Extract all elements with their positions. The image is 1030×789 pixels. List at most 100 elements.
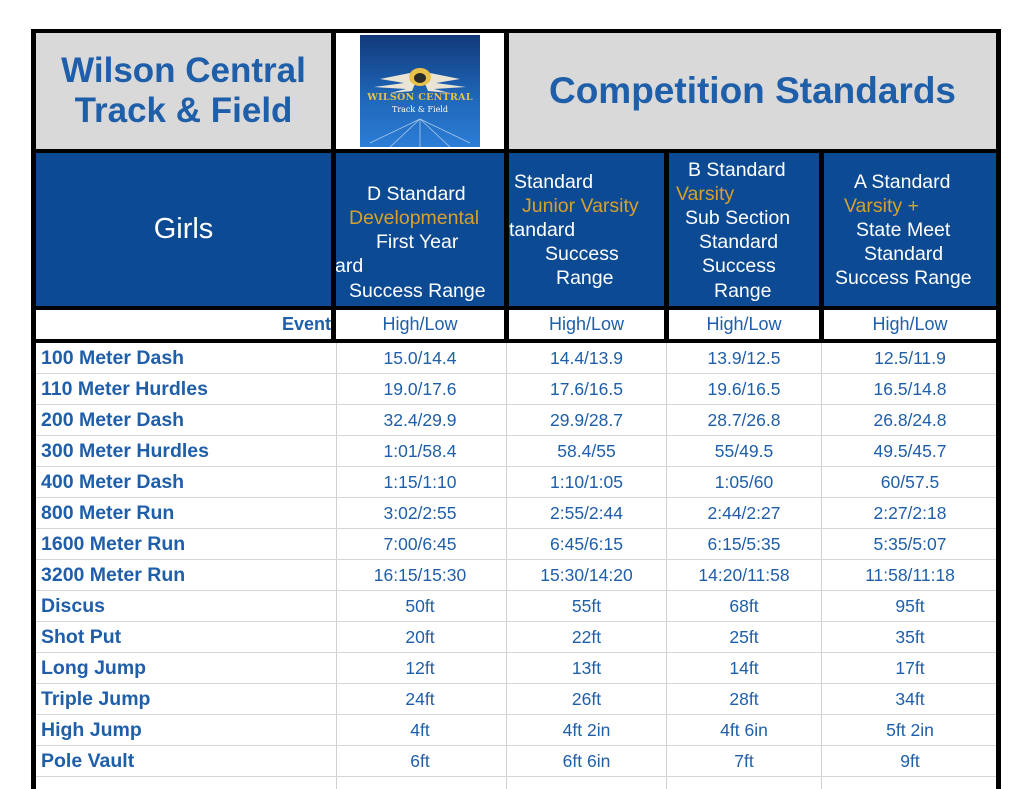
a-header-line: A Standard — [854, 171, 951, 193]
c-header-line: Success — [545, 243, 619, 265]
d-value: 15.0/14.4 — [383, 348, 457, 368]
b-value: 1:05/60 — [714, 472, 774, 492]
school-title-line1: Wilson Central — [61, 51, 306, 90]
range-label: High/Low — [669, 310, 819, 339]
c-value: 2:55/2:44 — [550, 503, 623, 523]
b-value: 13.9/12.5 — [707, 348, 781, 368]
b-value: 25ft — [729, 627, 759, 647]
c-value: 29.9/28.7 — [550, 410, 623, 430]
a-standard-header: A Standard Varsity + State Meet Standard… — [824, 153, 996, 306]
a-value: 60/57.5 — [880, 472, 940, 492]
a-value: 12.5/11.9 — [874, 348, 946, 368]
c-value: 15:30/14:20 — [540, 565, 633, 585]
a-value: 5:35/5:07 — [873, 534, 947, 554]
c-value: 1:10/1:05 — [550, 472, 623, 492]
a-value: 35ft — [895, 627, 925, 647]
d-value: 24ft — [405, 689, 435, 709]
b-value: 19.6/16.5 — [707, 379, 781, 399]
a-value: 5ft 2in — [886, 720, 934, 740]
event-name: Triple Jump — [41, 688, 151, 710]
event-name: 400 Meter Dash — [41, 471, 185, 493]
table-row: High Jump 4ft 4ft 2in 4ft 6in 5ft 2in — [36, 715, 996, 746]
c-value: 4ft 2in — [562, 720, 611, 740]
table-row: 200 Meter Dash 32.4/29.9 29.9/28.7 28.7/… — [36, 405, 996, 436]
event-name: Pole Vault — [41, 750, 135, 772]
event-name: Discus — [41, 595, 105, 617]
logo-cell: WILSON CENTRAL Track & Field — [336, 33, 504, 149]
competition-standards-title: Competition Standards — [509, 33, 996, 149]
b-header-line: Varsity — [676, 183, 735, 205]
event-column-label: Event — [36, 310, 331, 339]
table-row: 100 Meter Dash 15.0/14.4 14.4/13.9 13.9/… — [36, 343, 996, 374]
d-header-line: ard — [336, 255, 364, 277]
b-value: 6:15/5:35 — [707, 534, 781, 554]
b-header-line: Range — [714, 280, 772, 302]
a-value: 95ft — [895, 596, 925, 616]
c-value: 13ft — [571, 658, 602, 678]
a-value: 26.8/24.8 — [873, 410, 947, 430]
b-value: 2:44/2:27 — [707, 503, 781, 523]
table-row: 800 Meter Run 3:02/2:55 2:55/2:44 2:44/2… — [36, 498, 996, 529]
event-name: 800 Meter Run — [41, 502, 175, 524]
a-value: 9ft — [900, 751, 920, 771]
school-title-line2: Track & Field — [74, 91, 293, 130]
event-name: Shot Put — [41, 626, 122, 648]
d-value: 50ft — [405, 596, 435, 616]
a-value: 2:27/2:18 — [873, 503, 947, 523]
table-row: Discus 50ft 55ft 68ft 95ft — [36, 591, 996, 622]
c-value: 14.4/13.9 — [550, 348, 623, 368]
d-value: 16:15/15:30 — [373, 565, 467, 585]
table-row: Shot Put 20ft 22ft 25ft 35ft — [36, 622, 996, 653]
c-header-line: tandard — [509, 219, 576, 241]
a-value: 16.5/14.8 — [873, 379, 947, 399]
b-header-line: Sub Section — [685, 207, 791, 229]
table-row: Long Jump 12ft 13ft 14ft 17ft — [36, 653, 996, 684]
column-divider — [821, 343, 822, 789]
event-name: 3200 Meter Run — [41, 564, 186, 586]
c-header-line: Junior Varsity — [522, 195, 639, 217]
a-header-line: Success Range — [835, 267, 972, 289]
c-value: 17.6/16.5 — [550, 379, 623, 399]
d-header-line: Developmental — [349, 207, 480, 229]
event-name: Long Jump — [41, 657, 147, 679]
table-row: Pole Vault 6ft 6ft 6in 7ft 9ft — [36, 746, 996, 777]
table-row: 3200 Meter Run 16:15/15:30 15:30/14:20 1… — [36, 560, 996, 591]
table-row: 1600 Meter Run 7:00/6:45 6:45/6:15 6:15/… — [36, 529, 996, 560]
range-label: High/Low — [336, 310, 504, 339]
d-value: 7:00/6:45 — [383, 534, 457, 554]
d-standard-header: D Standard Developmental First Year ard … — [336, 153, 504, 306]
event-name: High Jump — [41, 719, 142, 741]
a-value: 17ft — [895, 658, 925, 678]
b-value: 28.7/26.8 — [707, 410, 781, 430]
d-header-line: Success Range — [349, 280, 486, 302]
b-value: 4ft 6in — [720, 720, 768, 740]
b-value: 28ft — [729, 689, 759, 709]
d-value: 3:02/2:55 — [383, 503, 457, 523]
standards-table-body: 100 Meter Dash 15.0/14.4 14.4/13.9 13.9/… — [36, 343, 996, 789]
a-value: 11:58/11:18 — [865, 565, 955, 585]
c-value: 58.4/55 — [557, 441, 616, 461]
d-value: 4ft — [410, 720, 430, 740]
c-header-line: Range — [556, 267, 614, 289]
a-value: 34ft — [895, 689, 925, 709]
column-divider — [666, 343, 667, 789]
a-header-line: Standard — [864, 243, 944, 265]
logo-subtitle: Track & Field — [392, 105, 448, 114]
c-value: 22ft — [571, 627, 602, 647]
girls-header: Girls — [36, 153, 331, 306]
d-header-line: First Year — [376, 231, 459, 253]
school-title: Wilson Central Track & Field — [36, 33, 331, 149]
d-value: 32.4/29.9 — [383, 410, 457, 430]
event-name: 100 Meter Dash — [41, 347, 185, 369]
b-value: 68ft — [729, 596, 759, 616]
b-value: 7ft — [734, 751, 754, 771]
event-name: 300 Meter Hurdles — [41, 440, 209, 462]
d-value: 1:15/1:10 — [383, 472, 457, 492]
c-value: 55ft — [571, 596, 602, 616]
d-value: 19.0/17.6 — [383, 379, 457, 399]
event-name: 200 Meter Dash — [41, 409, 185, 431]
event-name: 110 Meter Hurdles — [41, 378, 208, 400]
a-value: 49.5/45.7 — [873, 441, 947, 461]
b-value: 14:20/11:58 — [698, 565, 790, 585]
b-value: 14ft — [729, 658, 759, 678]
